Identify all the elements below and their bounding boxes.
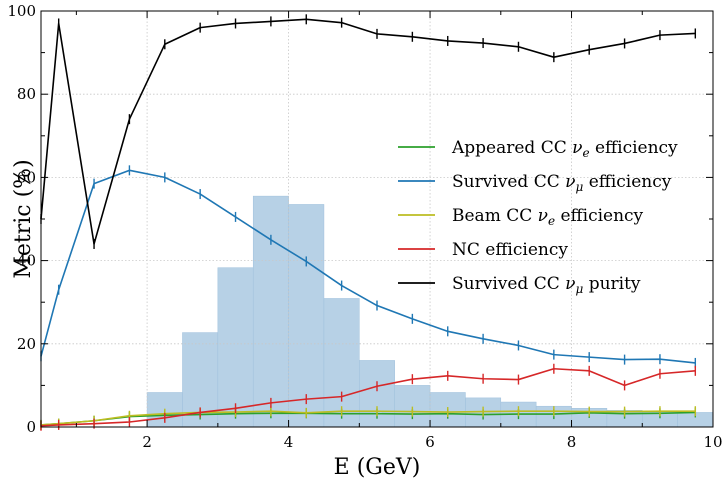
histogram-bar — [394, 385, 431, 428]
y-axis-label: Metric (%) — [11, 159, 36, 278]
legend-label: Appeared CC νe efficiency — [451, 138, 678, 160]
y-tick-label: 100 — [7, 2, 36, 20]
series-line — [40, 18, 696, 245]
x-tick-label: 4 — [284, 433, 294, 451]
legend-label: NC efficiency — [452, 240, 568, 260]
legend-item: Survived CC νμ efficiency — [398, 172, 672, 194]
legend-item: NC efficiency — [398, 240, 568, 260]
histogram-bar — [323, 298, 360, 428]
series-line — [40, 411, 696, 426]
series — [40, 363, 697, 431]
series-line — [40, 410, 696, 426]
legend-item: Survived CC νμ purity — [398, 274, 641, 296]
legend-item: Beam CC νe efficiency — [398, 206, 644, 228]
series-line — [40, 367, 696, 427]
histogram-bar — [288, 204, 325, 428]
x-tick-label: 6 — [425, 433, 435, 451]
series — [40, 165, 697, 368]
histogram-bar — [252, 195, 289, 428]
legend-item: Appeared CC νe efficiency — [398, 138, 678, 160]
legend-label: Beam CC νe efficiency — [452, 206, 644, 228]
x-tick-label: 2 — [142, 433, 152, 451]
legend-label: Survived CC νμ purity — [452, 274, 641, 296]
x-tick-label: 10 — [703, 433, 722, 451]
histogram-layer — [146, 195, 714, 428]
y-tick-label: 60 — [17, 168, 36, 186]
histogram-bar — [217, 267, 254, 428]
y-tick-label: 80 — [17, 85, 36, 103]
legend: Appeared CC νe efficiency Survived CC νμ … — [398, 138, 678, 296]
y-tick-label: 20 — [17, 335, 36, 353]
series-line — [40, 169, 696, 364]
x-tick-label: 8 — [567, 433, 577, 451]
grid-layer — [41, 11, 713, 427]
legend-label: Survived CC νμ efficiency — [452, 172, 672, 194]
y-tick-label: 0 — [26, 418, 36, 436]
x-axis-label: E (GeV) — [334, 455, 421, 480]
y-tick-label: 40 — [17, 252, 36, 270]
